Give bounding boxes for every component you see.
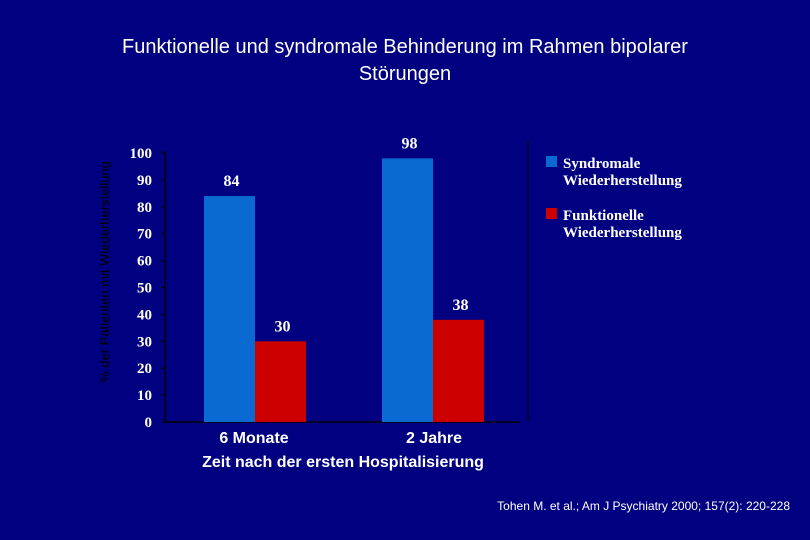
x-category-label: 6 Monate [219, 430, 288, 447]
legend-label: Funktionelle [563, 208, 644, 224]
y-tick-labels: 0 10 20 30 40 50 60 70 80 90 100 [130, 146, 153, 431]
citation: Tohen M. et al.; Am J Psychiatry 2000; 1… [497, 499, 790, 513]
bar [204, 196, 255, 422]
legend-label: Syndromale [563, 156, 641, 172]
y-axis-title: % der Patienten mit Wiederherstellung [97, 161, 112, 383]
legend-label: Wiederherstellung [563, 173, 682, 189]
x-category-labels: 6 Monate 2 Jahre Zeit nach der ersten Hosp… [202, 430, 484, 471]
bar [255, 341, 306, 422]
y-tick-label: 0 [145, 415, 153, 431]
y-tick-label: 90 [137, 173, 152, 189]
y-tick-label: 70 [137, 227, 152, 243]
data-label: 30 [275, 318, 291, 335]
legend: SyndromaleWiederherstellungFunktionelleW… [527, 140, 682, 422]
y-tick-label: 60 [137, 254, 152, 270]
x-axis-title: Zeit nach der ersten Hospitalisierung [202, 454, 484, 471]
bar [433, 319, 484, 422]
y-tick-label: 80 [137, 200, 152, 216]
y-tick-label: 50 [137, 281, 152, 297]
bars [204, 158, 484, 422]
page-title: Funktionelle und syndromale Behinderung … [40, 34, 770, 88]
data-labels: 84 98 30 38 [224, 135, 469, 335]
y-tick-label: 40 [137, 307, 152, 323]
legend-swatch [546, 156, 557, 167]
data-label: 84 [224, 173, 240, 190]
data-label: 98 [402, 135, 418, 152]
bar [382, 158, 433, 422]
x-category-label: 2 Jahre [406, 430, 462, 447]
y-tick-label: 10 [137, 388, 152, 404]
data-label: 38 [453, 297, 469, 314]
title-line-2: Störungen [358, 63, 452, 85]
legend-swatch [546, 208, 557, 219]
legend-label: Wiederherstellung [563, 225, 682, 241]
y-tick-label: 30 [137, 334, 152, 350]
title-line-1: Funktionelle und syndromale Behinderung … [122, 36, 688, 58]
y-tick-label: 20 [137, 361, 152, 377]
y-tick-label: 100 [130, 146, 153, 162]
y-axis-title-group: % der Patienten mit Wiederherstellung [97, 161, 112, 383]
